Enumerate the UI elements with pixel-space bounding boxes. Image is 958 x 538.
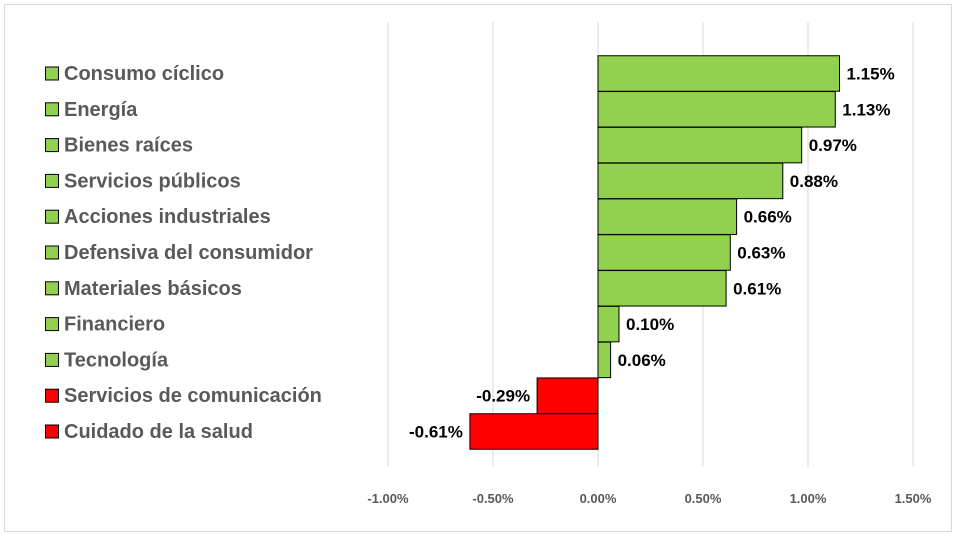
data-label: 0.61%: [733, 279, 781, 298]
bar: [597, 162, 784, 200]
bar: [597, 234, 731, 271]
data-label: 1.13%: [842, 100, 890, 119]
legend-label: Bienes raíces: [64, 135, 193, 157]
x-tick-label: 1.50%: [895, 491, 932, 506]
legend-label: Financiero: [64, 314, 165, 336]
legend-label: Energía: [64, 99, 138, 121]
bar: [597, 305, 620, 343]
bar: [597, 198, 738, 235]
legend-label: Servicios públicos: [64, 170, 241, 192]
legend-label: Tecnología: [64, 349, 169, 371]
data-label: 0.97%: [809, 136, 857, 155]
legend-swatch: [45, 352, 59, 367]
data-label: -0.29%: [476, 387, 530, 406]
x-axis-ticks: -1.00% -0.50% 0.00% 0.50% 1.00% 1.50%: [367, 491, 931, 506]
bar: [597, 341, 612, 379]
bars: [469, 55, 840, 450]
legend-swatch: [45, 173, 59, 188]
legend-label: Cuidado de la salud: [64, 421, 253, 443]
data-label: 1.15%: [847, 65, 895, 84]
legend-label: Materiales básicos: [64, 278, 242, 300]
bar: [536, 377, 599, 414]
data-label: 0.66%: [744, 208, 792, 227]
legend-swatch: [45, 138, 59, 153]
legend-label: Consumo cíclico: [64, 63, 224, 85]
x-tick-label: 1.00%: [790, 491, 827, 506]
legend-swatch: [45, 245, 59, 260]
data-label: 0.10%: [626, 315, 674, 334]
legend-label: Defensiva del consumidor: [64, 242, 313, 264]
legend-swatch: [45, 102, 59, 117]
data-label: 0.88%: [790, 172, 838, 191]
legend-label: Servicios de comunicación: [64, 385, 322, 407]
legend-swatch: [45, 388, 59, 403]
bar: [597, 91, 836, 128]
legend-swatch: [45, 66, 59, 81]
x-tick-label: -0.50%: [472, 491, 514, 506]
bar: [597, 126, 803, 164]
legend-label: Acciones industriales: [64, 206, 271, 228]
data-label: -0.61%: [409, 423, 463, 442]
x-tick-label: 0.50%: [685, 491, 722, 506]
data-labels: 1.15% 1.13% 0.97% 0.88% 0.66% 0.63% 0.61% 0.10%…: [409, 65, 895, 442]
legend-swatch: [45, 209, 59, 224]
bar: [597, 270, 727, 307]
data-label: 0.63%: [737, 244, 785, 263]
legend: Consumo cíclico Energía Bienes raíces Servi…: [45, 63, 322, 443]
bar: [597, 55, 840, 92]
bar: [469, 413, 599, 450]
legend-swatch: [45, 424, 59, 439]
legend-swatch: [45, 317, 59, 332]
legend-swatch: [45, 281, 59, 296]
x-tick-label: 0.00%: [580, 491, 617, 506]
x-tick-label: -1.00%: [367, 491, 409, 506]
data-label: 0.06%: [618, 351, 666, 370]
